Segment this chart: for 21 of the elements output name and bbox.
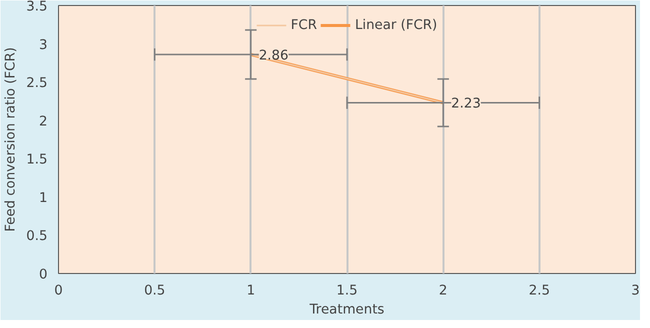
y-tick-label: 0.5	[26, 229, 48, 244]
y-tick-label: 2.5	[26, 76, 48, 92]
x-tick-label: 1	[246, 284, 256, 298]
y-axis-title: Feed conversion ratio (FCR)	[3, 47, 18, 232]
x-tick-label: 2.5	[528, 284, 550, 298]
y-tick-label: 1	[39, 190, 48, 206]
legend-label: FCR	[290, 18, 317, 32]
y-tick-label: 3	[39, 38, 48, 53]
y-tick-label: 3.5	[26, 0, 48, 14]
y-tick-label: 1.5	[26, 152, 48, 168]
y-tick-label: 2	[39, 114, 48, 130]
x-tick-label: 3	[631, 284, 640, 298]
y-tick-label: 0	[39, 268, 48, 282]
x-tick-label: 0	[54, 284, 63, 298]
x-tick-label: 2	[438, 284, 448, 298]
x-tick-label: 1.5	[336, 284, 358, 298]
data-label: 2.86	[258, 48, 289, 64]
x-axis-title: Treatments	[308, 302, 384, 318]
x-tick-label: 0.5	[144, 284, 166, 298]
legend-label: Linear (FCR)	[354, 18, 438, 32]
data-label: 2.23	[451, 96, 481, 112]
